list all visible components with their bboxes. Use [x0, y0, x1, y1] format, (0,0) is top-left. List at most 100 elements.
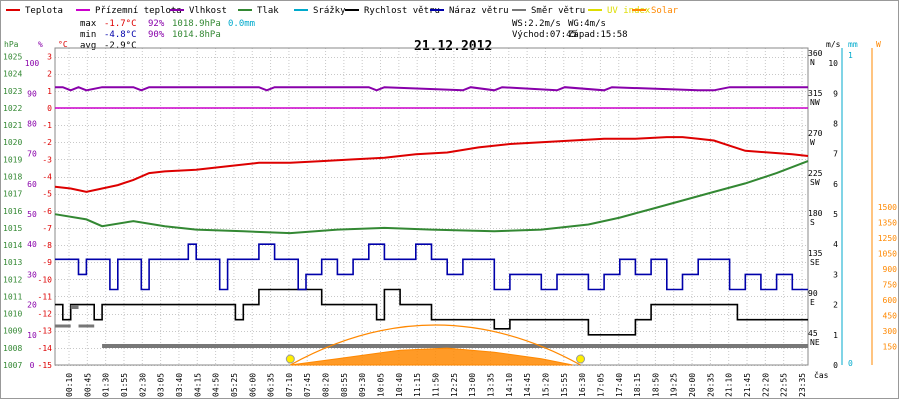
solar-tick: 600 [883, 296, 898, 305]
x-tick-label: 07:10 [285, 373, 294, 397]
wind-ms-tick: 1 [833, 331, 838, 340]
x-tick-label: 04:50 [212, 373, 221, 397]
wind-dir-tick: 135 [808, 249, 823, 258]
sunrise-info: Východ:07:45 [512, 30, 577, 40]
wind-dir-label: SE [810, 258, 820, 267]
wind-speed-info: WS:2.2m/s [512, 19, 561, 29]
pressure-tick: 1015 [3, 224, 22, 233]
temperature-tick: -14 [38, 344, 53, 353]
pressure-tick: 1013 [3, 258, 22, 267]
humidity-tick: 40 [27, 240, 37, 249]
wind-ms-tick: 7 [833, 150, 838, 159]
solar-max-curve [290, 324, 581, 366]
humidity-tick: 80 [27, 119, 37, 128]
pressure-tick: 1007 [3, 361, 22, 370]
temperature-tick: -1 [42, 121, 52, 130]
legend-label: Náraz větru [449, 6, 509, 16]
wind-ms-tick: 10 [828, 59, 838, 68]
stat-avg-temp: -2.9°C [104, 41, 137, 51]
x-tick-label: 21:45 [743, 373, 752, 397]
pressure-tick: 1017 [3, 190, 22, 199]
series-line-vlhkost [55, 86, 808, 92]
legend-label: UV index [607, 6, 651, 16]
temperature-tick: -11 [38, 292, 53, 301]
wind-dir-tick: 360 [808, 49, 823, 58]
wind-dir-label: W [810, 138, 815, 147]
x-tick-label: 20:00 [688, 373, 697, 397]
solar-tick: 900 [883, 265, 898, 274]
x-tick-label: 00:10 [65, 373, 74, 397]
wind-ms-tick: 3 [833, 270, 838, 279]
wind-gust-info: WG:4m/s [568, 19, 606, 29]
wind-dir-label: N [810, 58, 815, 67]
wind-dir-tick: 180 [808, 209, 823, 218]
stat-max-temp: -1.7°C [104, 19, 137, 29]
pressure-tick: 1016 [3, 207, 22, 216]
legend-label: Přízemní teplota [95, 6, 182, 16]
humidity-tick: 50 [27, 210, 37, 219]
x-tick-label: 05:25 [230, 373, 239, 397]
stat-max-hum: 92% [148, 19, 165, 29]
unit-hpa: hPa [4, 40, 19, 49]
stat-avg-label: avg [80, 41, 96, 51]
x-tick-label: 16:30 [578, 373, 587, 397]
x-tick-label: 22:20 [761, 373, 770, 397]
temperature-tick: 0 [47, 104, 52, 113]
pressure-tick: 1008 [3, 344, 22, 353]
temperature-tick: -12 [38, 310, 53, 319]
humidity-tick: 100 [25, 59, 40, 68]
stat-min-press: 1014.8hPa [172, 30, 221, 40]
temperature-tick: -15 [38, 361, 53, 370]
solar-tick: 1500 [878, 203, 897, 212]
pressure-tick: 1014 [3, 241, 22, 250]
stat-min-hum: 90% [148, 30, 165, 40]
temperature-tick: -2 [42, 138, 52, 147]
pressure-tick: 1021 [3, 121, 22, 130]
temperature-tick: -3 [42, 155, 52, 164]
sunset-marker [576, 354, 586, 364]
wind-ms-tick: 6 [833, 180, 838, 189]
humidity-tick: 70 [27, 150, 37, 159]
solar-tick: 1050 [878, 250, 897, 259]
x-tick-label: 13:35 [486, 373, 495, 397]
pressure-tick: 1019 [3, 155, 22, 164]
unit-w: W [876, 40, 881, 49]
x-tick-label: 10:05 [377, 373, 386, 397]
x-tick-label: 09:30 [358, 373, 367, 397]
wind-ms-tick: 4 [833, 240, 838, 249]
temperature-tick: 1 [47, 87, 52, 96]
solar-tick: 750 [883, 281, 898, 290]
x-tick-label: 00:45 [83, 373, 92, 397]
x-tick-label: 15:20 [541, 373, 550, 397]
wind-dir-label: NW [810, 98, 820, 107]
date-title: 21.12.2012 [414, 39, 492, 54]
humidity-tick: 90 [27, 89, 37, 98]
legend-label: Rychlost větru [364, 6, 440, 16]
pressure-tick: 1018 [3, 173, 22, 182]
pressure-tick: 1010 [3, 310, 22, 319]
x-tick-label: 13:00 [468, 373, 477, 397]
x-tick-label: 14:45 [523, 373, 532, 397]
x-tick-label: 18:50 [651, 373, 660, 397]
x-tick-label: 12:25 [450, 373, 459, 397]
stat-min-label: min [80, 30, 96, 40]
solar-tick: 150 [883, 343, 898, 352]
legend-label: Teplota [25, 6, 63, 16]
solar-tick: 450 [883, 312, 898, 321]
rain-tick: 1 [848, 51, 853, 60]
series-line-teplota [54, 136, 809, 193]
unit-pct: % [38, 40, 43, 49]
stat-max-press: 1018.9hPa [172, 19, 221, 29]
wind-ms-tick: 9 [833, 89, 838, 98]
humidity-tick: 30 [27, 270, 37, 279]
series-line-náraz-větru [55, 243, 808, 291]
stat-max-rain: 0.0mm [228, 19, 255, 29]
wind-dir-tick: 225 [808, 169, 823, 178]
x-tick-label: 01:30 [102, 373, 111, 397]
wind-dir-tick: 270 [808, 129, 823, 138]
stat-max-label: max [80, 19, 97, 29]
humidity-tick: 10 [27, 331, 37, 340]
wind-ms-tick: 2 [833, 301, 838, 310]
x-tick-label: 08:20 [322, 373, 331, 397]
